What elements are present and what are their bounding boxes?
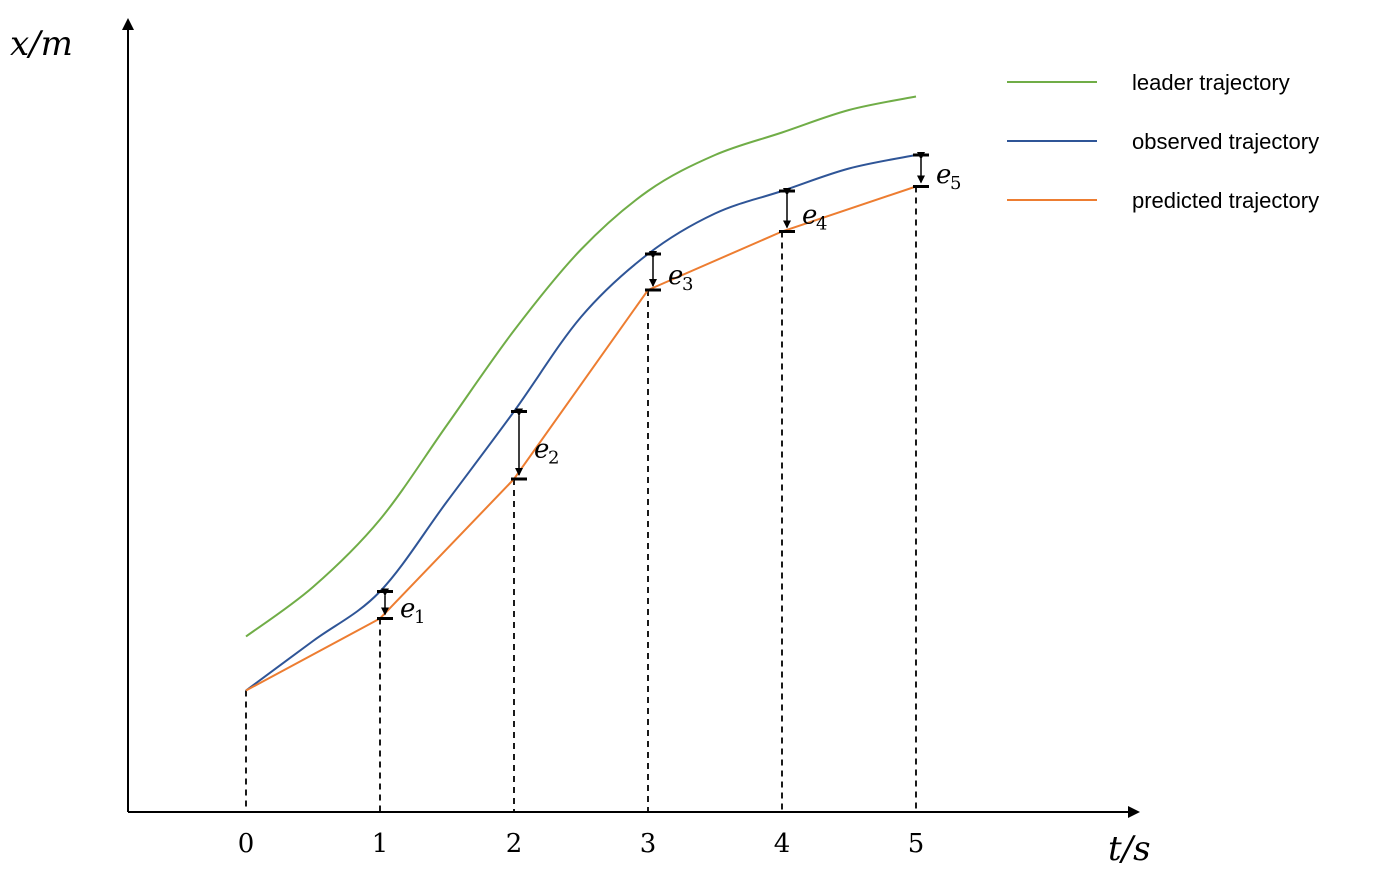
x-axis-title: t/s [1108, 829, 1151, 869]
error-label-2: e [534, 434, 549, 464]
error-subscript-3: 3 [682, 274, 693, 295]
x-tick-label-0: 0 [238, 829, 255, 859]
x-tick-label-2: 2 [506, 829, 523, 859]
error-subscript-5: 5 [950, 173, 961, 194]
error-bar-3: e3 [645, 251, 693, 295]
leader-trajectory-line [245, 95, 917, 638]
error-bar-4: e4 [779, 188, 827, 234]
error-subscript-1: 1 [414, 607, 425, 628]
legend-label-0: leader trajectory [1132, 70, 1290, 95]
error-bar-2: e2 [511, 408, 559, 481]
observed-trajectory-line [245, 154, 917, 692]
x-tick-label-1: 1 [372, 829, 389, 859]
legend-label-2: predicted trajectory [1132, 188, 1319, 213]
error-label-5: e [936, 160, 951, 190]
error-label-1: e [400, 594, 415, 624]
predicted-trajectory-line [245, 185, 917, 692]
y-axis-title: x/m [10, 24, 73, 64]
error-subscript-2: 2 [548, 447, 559, 468]
error-subscript-4: 4 [816, 213, 827, 234]
error-bar-5: e5 [913, 152, 961, 194]
x-tick-label-5: 5 [908, 829, 925, 859]
error-label-3: e [668, 261, 683, 291]
x-tick-label-4: 4 [774, 829, 791, 859]
x-tick-label-3: 3 [640, 829, 657, 859]
legend-label-1: observed trajectory [1132, 129, 1319, 154]
error-label-4: e [802, 200, 817, 230]
error-bar-1: e1 [377, 588, 425, 628]
